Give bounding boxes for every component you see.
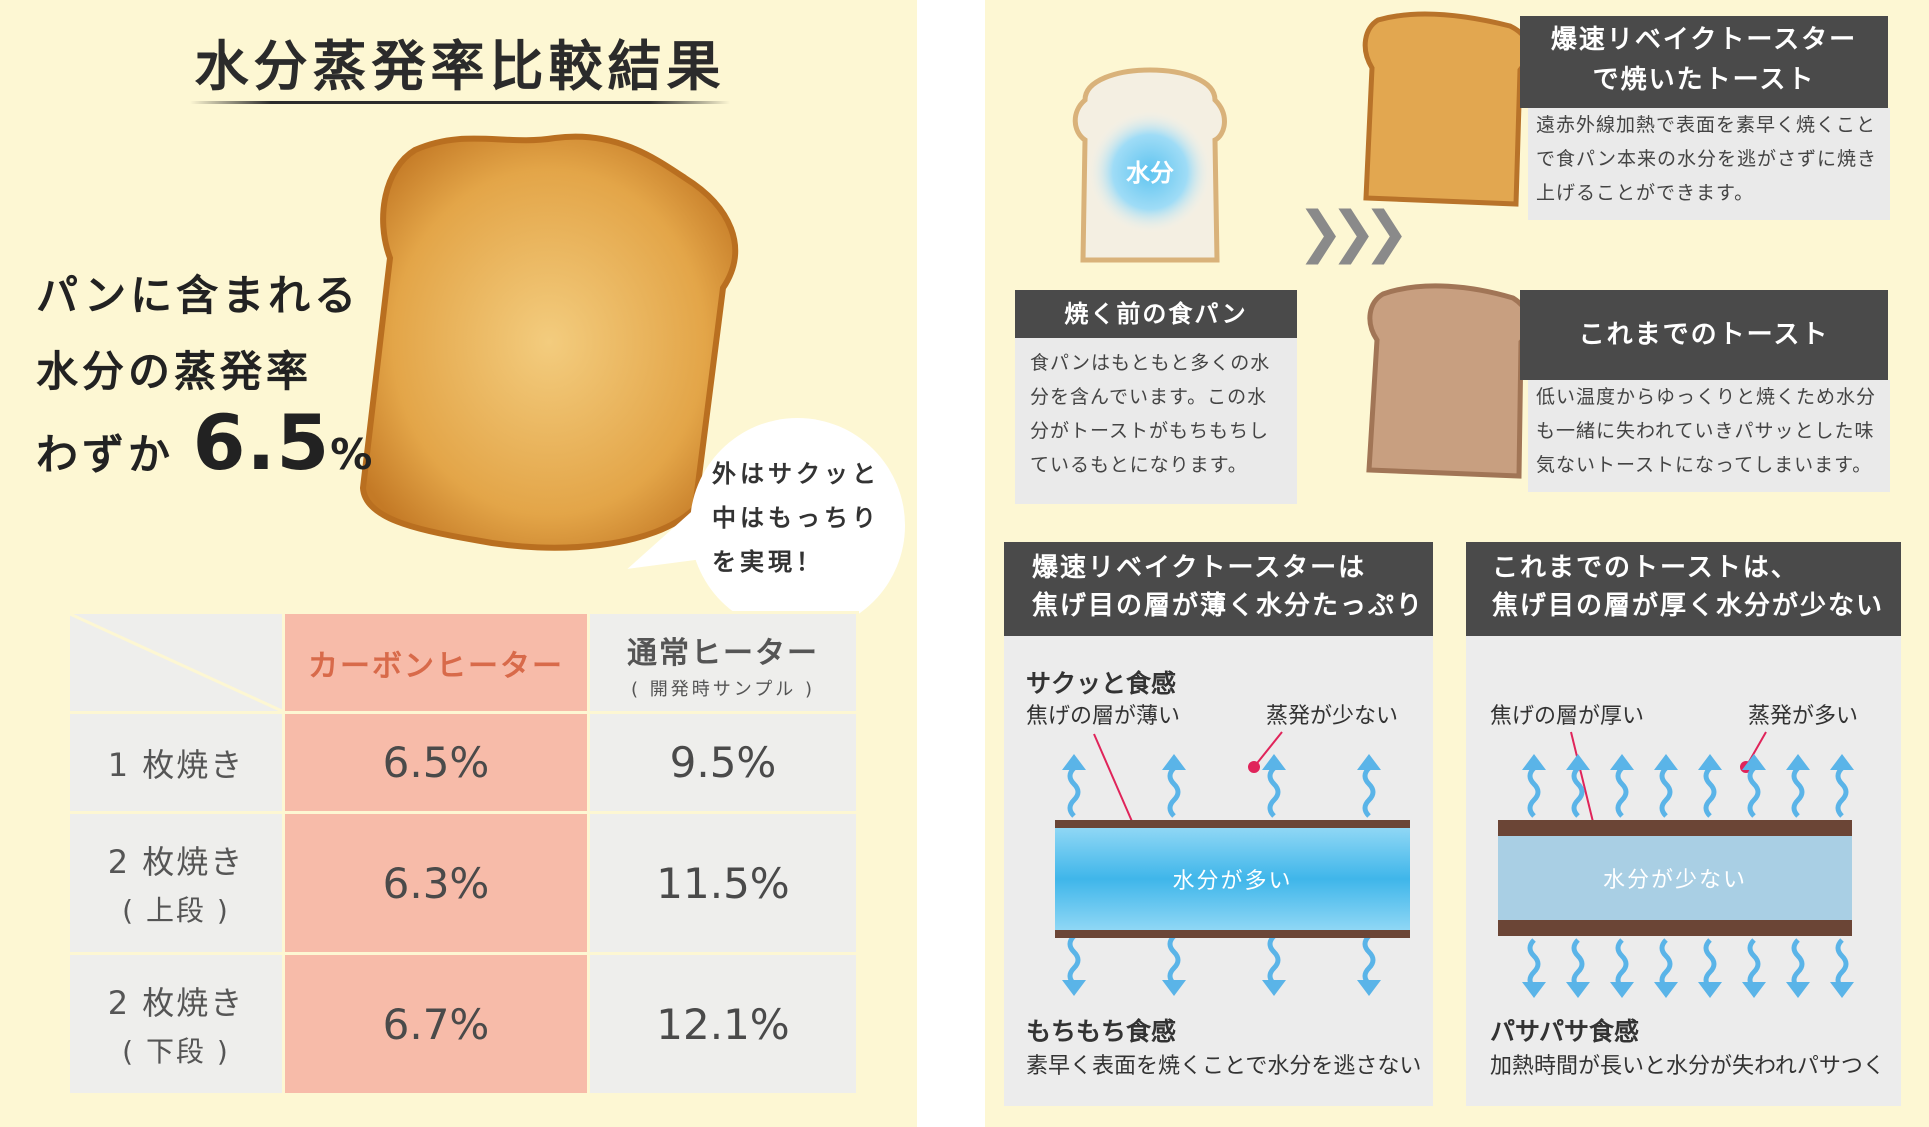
- header-normal: 通常ヒーター ( 開発時サンプル ): [587, 611, 859, 714]
- crust-layer-bottom: [1498, 920, 1852, 936]
- carbon-value: 6.3%: [282, 811, 590, 955]
- crust-label: 焦げの層が厚い: [1490, 704, 1645, 729]
- crust-label: 焦げの層が薄い: [1026, 704, 1181, 729]
- diagram-right-arrows: [1522, 731, 1854, 998]
- bubble-line: 中はもっちり: [712, 504, 880, 532]
- up-arrow: [1062, 754, 1086, 818]
- old-title: これまでのトースト: [1520, 290, 1888, 380]
- normal-value: 11.5%: [587, 811, 859, 955]
- rebake-toast-image: [1362, 11, 1531, 207]
- normal-value: 9.5%: [587, 711, 859, 814]
- crust-layer-bottom: [1055, 930, 1410, 938]
- lead-line-2: 水分の蒸発率: [36, 347, 313, 396]
- evaporation-comparison-panel: 水分蒸発率比較結果 パンに含まれる 水分の蒸発率 わずか 6.5% 外はサクッと…: [0, 0, 917, 1127]
- water-band: 水分が多い: [1055, 828, 1410, 930]
- diagram-note: 加熱時間が長いと水分が失われパサつく: [1490, 1054, 1885, 1079]
- row-sub-label: ( 上段 ): [122, 894, 230, 927]
- comparison-table: カーボンヒーター 通常ヒーター ( 開発時サンプル ) 1 枚焼き 6.5% 9…: [67, 611, 859, 1096]
- row-label: 1 枚焼き: [67, 711, 285, 814]
- crust-layer-top: [1498, 820, 1852, 836]
- evaporation-label: 蒸発が少ない: [1266, 704, 1399, 729]
- carbon-value: 6.7%: [282, 952, 590, 1096]
- header-normal-label: 通常ヒーター ( 開発時サンプル ): [590, 636, 856, 701]
- raw-bread-image: [1072, 67, 1227, 263]
- table-row: 1 枚焼き 6.5% 9.5%: [67, 711, 859, 814]
- table-header-row: カーボンヒーター 通常ヒーター ( 開発時サンプル ): [67, 611, 859, 714]
- feel-top: サクッと食感: [1026, 669, 1177, 698]
- rebake-description: 遠赤外線加熱で表面を素早く焼くこと で食パン本来の水分を逃がさずに焼き 上げるこ…: [1528, 108, 1890, 220]
- lead-unit: %: [330, 430, 377, 479]
- speech-bubble: [690, 418, 905, 633]
- rebake-title: 爆速リベイクトースター で焼いたトースト: [1520, 16, 1888, 108]
- old-description: 低い温度からゆっくりと焼くため水分 も一緒に失われていきパサッとした味 気ないト…: [1528, 380, 1890, 492]
- diagram-right: 焦げの層が厚い 蒸発が多い: [1466, 636, 1901, 1106]
- header-normal-sub: ( 開発時サンプル ): [631, 679, 815, 700]
- old-toast-image: [1366, 283, 1532, 479]
- water-band: 水分が少ない: [1498, 836, 1852, 920]
- bubble-line: を実現！: [712, 548, 824, 576]
- normal-value: 12.1%: [587, 952, 859, 1096]
- table-corner-cell: [67, 611, 285, 714]
- lead-line-1: パンに含まれる: [36, 271, 361, 320]
- panel-title: 水分蒸発率比較結果: [194, 35, 726, 98]
- before-description: 食パンはもともと多くの水 分を含んでいます。この水 分がトーストがもちもちし て…: [1015, 338, 1297, 504]
- header-carbon: カーボンヒーター: [282, 611, 590, 714]
- diagram-left-header: 爆速リベイクトースターは 焦げ目の層が薄く水分たっぷり: [1004, 542, 1433, 639]
- diagram-right-header: これまでのトーストは、 焦げ目の層が厚く水分が少ない: [1466, 542, 1901, 639]
- title-underline: [190, 101, 730, 104]
- bubble-text: 外はサクッと 中はもっちり を実現！: [712, 452, 897, 584]
- moisture-label: 水分: [1126, 159, 1174, 187]
- carbon-value: 6.5%: [282, 711, 590, 814]
- table-row: 2 枚焼き ( 上段 ) 6.3% 11.5%: [67, 811, 859, 955]
- chevron-arrow-icon: ❯❯❯: [1297, 200, 1410, 265]
- crust-layer-top: [1055, 820, 1410, 828]
- lead-value: 6.5: [192, 398, 331, 487]
- before-title: 焼く前の食パン: [1015, 290, 1297, 338]
- lead-prefix: わずか: [36, 430, 175, 479]
- diagram-left: サクッと食感 焦げの層が薄い 蒸発が少ない 水分が多い: [1004, 636, 1433, 1106]
- lead-line-3: わずか 6.5%: [36, 398, 376, 487]
- toast-explanation-panel: 水分 焼く前の食パン 食パンはもともと多くの水 分を含んでいます。この水 分がト…: [985, 0, 1929, 1127]
- table-row: 2 枚焼き ( 下段 ) 6.7% 12.1%: [67, 952, 859, 1096]
- bubble-line: 外はサクッと: [712, 460, 880, 488]
- row-label: 2 枚焼き ( 下段 ): [67, 952, 285, 1096]
- row-sub-label: ( 下段 ): [122, 1035, 230, 1068]
- evaporation-label: 蒸発が多い: [1748, 704, 1859, 729]
- diagram-note: 素早く表面を焼くことで水分を逃さない: [1026, 1054, 1422, 1079]
- feel-bottom: もちもち食感: [1026, 1017, 1177, 1046]
- feel-bottom: パサパサ食感: [1490, 1017, 1640, 1046]
- row-label: 2 枚焼き ( 上段 ): [67, 811, 285, 955]
- diagonal-line: [70, 614, 282, 711]
